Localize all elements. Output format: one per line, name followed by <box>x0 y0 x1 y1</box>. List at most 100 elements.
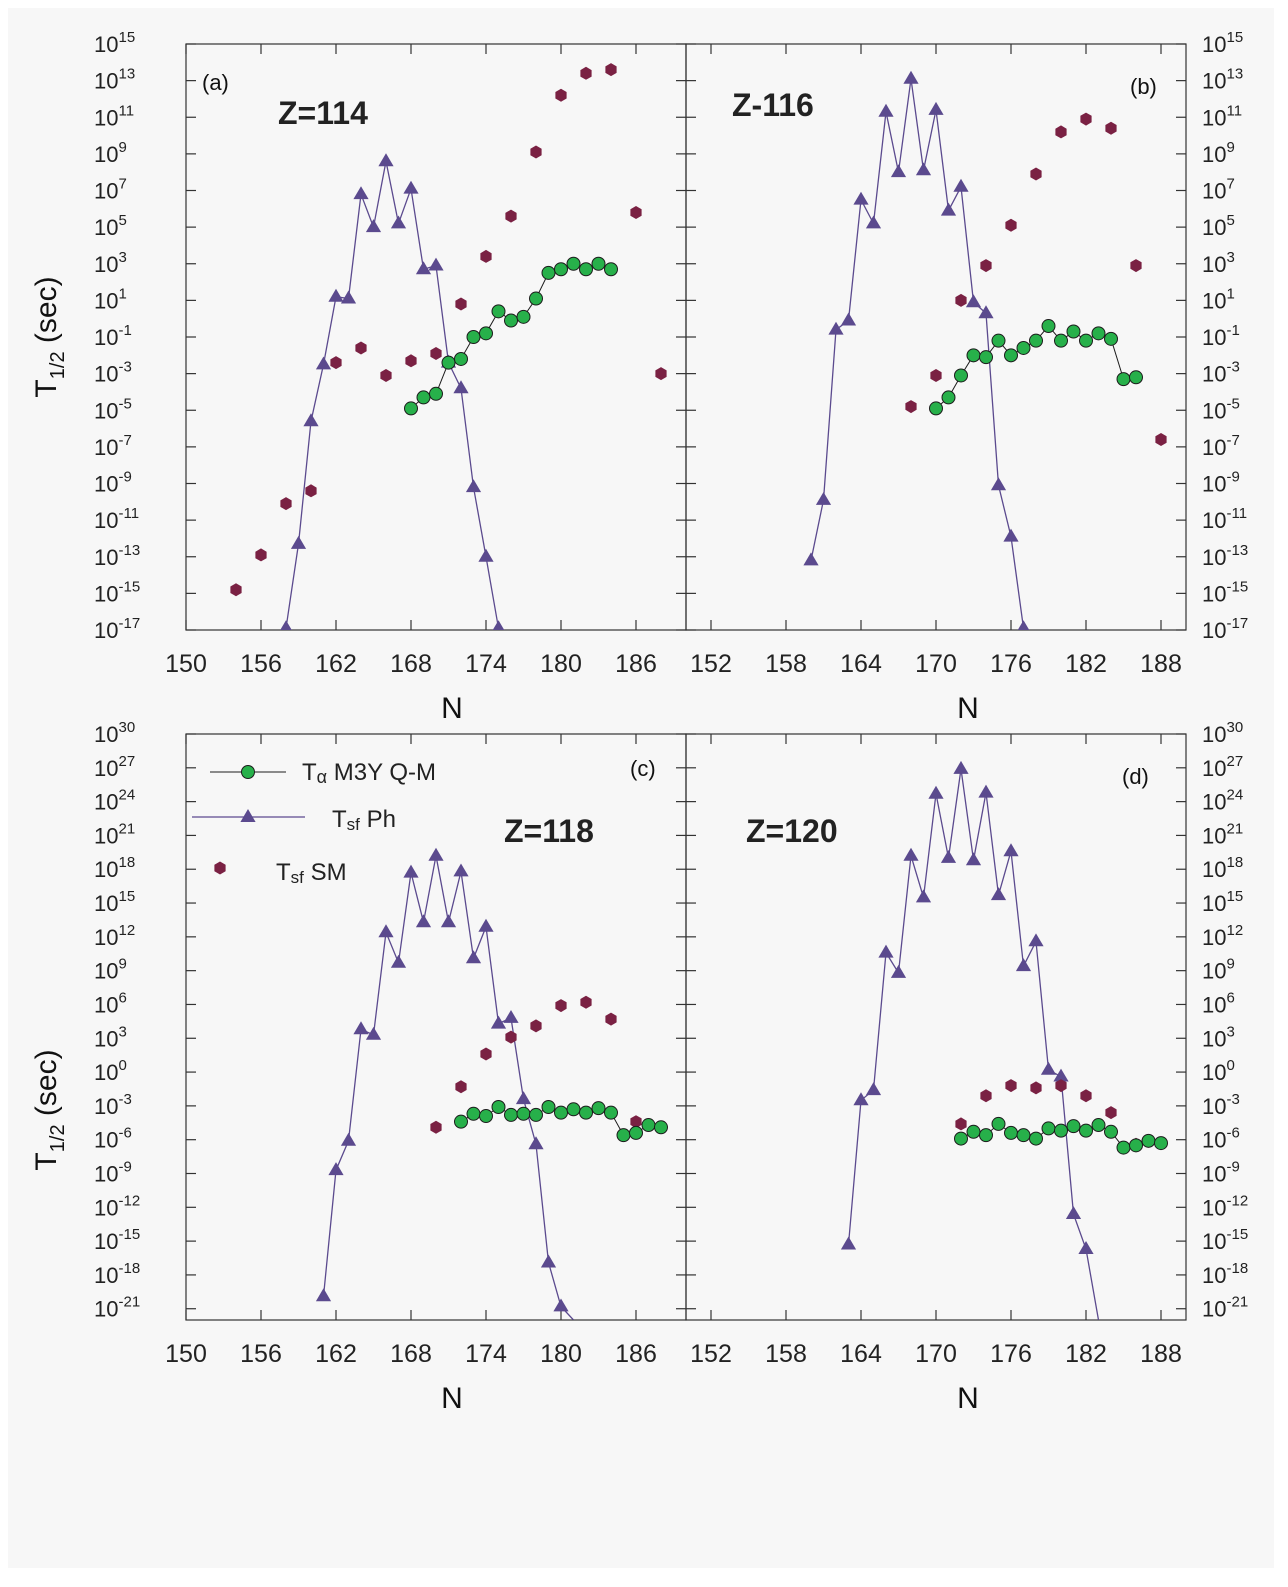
tsf-ph-point <box>828 321 844 335</box>
t-alpha-point <box>654 1120 668 1135</box>
x-tick-label: 170 <box>915 650 957 678</box>
y-tick-label: 103 <box>94 249 127 277</box>
tsf-ph-point <box>990 887 1007 901</box>
tsf-sm-point <box>255 548 267 562</box>
data-layer <box>230 63 667 630</box>
tsf-ph-point <box>490 1015 507 1029</box>
x-tick-label: 182 <box>1065 650 1107 678</box>
t-alpha-point <box>541 1100 556 1115</box>
data-layer <box>803 70 1167 630</box>
y-tick-label: 10-13 <box>94 542 140 570</box>
y-tick-label: 10-9 <box>1202 1159 1240 1187</box>
t-alpha-point <box>566 256 581 271</box>
tsf-sm-point <box>1105 1106 1117 1120</box>
x-tick-label: 164 <box>840 650 882 678</box>
tsf-ph-point <box>978 784 994 798</box>
y-tick-label: 107 <box>94 176 127 204</box>
t-alpha-point <box>504 313 518 328</box>
tsf-sm-point <box>955 1117 967 1131</box>
t-alpha-point <box>479 1109 493 1124</box>
tsf-sm-point <box>555 88 567 102</box>
t-alpha-point <box>454 1114 468 1129</box>
tsf-sm-point <box>405 354 417 368</box>
tsf-ph-point <box>378 924 394 938</box>
y-tick-label: 101 <box>94 285 127 313</box>
x-tick-label: 186 <box>615 1340 657 1368</box>
tsf-ph-point <box>953 760 969 774</box>
t-alpha-point <box>1129 1138 1143 1153</box>
x-tick-label: 174 <box>465 1340 507 1368</box>
tsf-sm-point <box>580 995 592 1009</box>
legend-ph-marker <box>240 809 256 822</box>
y-tick-label: 101 <box>1202 285 1235 313</box>
tsf-ph-point <box>953 178 969 192</box>
y-tick-label: 100 <box>1202 1057 1235 1085</box>
x-tick-label: 176 <box>990 650 1032 678</box>
x-tick-label: 168 <box>390 1340 432 1368</box>
t-alpha-point <box>966 1124 981 1139</box>
y-tick-label: 1018 <box>94 854 135 882</box>
tsf-ph-point <box>865 1082 882 1096</box>
tsf-ph-point <box>328 288 344 302</box>
t-alpha-point <box>1029 1131 1043 1146</box>
x-tick-label: 156 <box>240 650 282 678</box>
tsf-ph-point <box>878 944 894 958</box>
x-axis-title: N <box>957 1382 979 1415</box>
series-line-tsf-ph <box>285 161 500 629</box>
tsf-sm-point <box>505 209 517 223</box>
tsf-ph-point <box>390 954 407 968</box>
y-tick-label: 105 <box>94 212 127 240</box>
tsf-ph-point <box>428 847 444 861</box>
x-tick-label: 174 <box>465 650 507 678</box>
tsf-ph-point <box>453 380 469 394</box>
tsf-sm-point <box>430 1120 442 1134</box>
t-alpha-point <box>1079 1123 1093 1138</box>
x-tick-label: 152 <box>690 650 732 678</box>
tsf-sm-point <box>1155 433 1167 446</box>
t-alpha-point <box>966 348 981 363</box>
t-alpha-point <box>491 1100 506 1115</box>
data-layer <box>840 760 1168 1320</box>
t-alpha-point <box>591 1101 606 1116</box>
y-tick-label: 1015 <box>94 888 135 916</box>
tsf-ph-point <box>378 153 394 167</box>
y-tick-label: 10-5 <box>1202 395 1240 423</box>
tsf-ph-point <box>1003 843 1019 857</box>
tsf-ph-point <box>290 535 307 549</box>
tsf-sm-point <box>330 356 342 370</box>
tsf-ph-point <box>478 918 494 932</box>
x-tick-label: 158 <box>765 650 807 678</box>
t-alpha-point <box>579 262 593 277</box>
tsf-sm-point <box>1055 125 1067 139</box>
x-tick-label: 182 <box>1065 1340 1107 1368</box>
t-alpha-point <box>441 355 456 370</box>
y-tick-label: 10-21 <box>94 1294 140 1322</box>
tsf-sm-point <box>1005 1079 1017 1093</box>
y-tick-label: 103 <box>1202 249 1235 277</box>
x-tick-label: 162 <box>315 1340 357 1368</box>
x-tick-label: 150 <box>165 1340 207 1368</box>
tsf-ph-point <box>1028 933 1044 947</box>
t-alpha-point <box>1116 1140 1131 1155</box>
t-alpha-point <box>1054 1123 1068 1138</box>
y-tick-label: 106 <box>94 989 127 1017</box>
tsf-ph-point <box>978 305 994 319</box>
tsf-ph-point <box>903 70 919 84</box>
y-tick-label: 10-11 <box>94 505 139 533</box>
tsf-ph-point <box>415 261 432 275</box>
y-tick-label: 10-13 <box>1202 542 1248 570</box>
tsf-ph-point <box>940 850 957 863</box>
y-tick-label: 1021 <box>1202 820 1243 848</box>
y-tick-label: 10-7 <box>1202 432 1240 460</box>
t-alpha-point <box>516 309 531 324</box>
tsf-ph-point <box>540 1254 557 1268</box>
tsf-ph-point <box>928 785 944 799</box>
t-alpha-point <box>429 386 443 401</box>
tsf-ph-point <box>403 864 419 878</box>
x-tick-label: 188 <box>1140 650 1182 678</box>
x-tick-label: 168 <box>390 650 432 678</box>
t-alpha-point <box>629 1125 643 1140</box>
z-label: Z=118 <box>504 813 594 849</box>
tsf-ph-point <box>940 202 957 216</box>
